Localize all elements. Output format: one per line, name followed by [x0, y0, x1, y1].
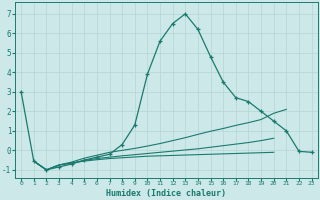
X-axis label: Humidex (Indice chaleur): Humidex (Indice chaleur) — [106, 189, 226, 198]
